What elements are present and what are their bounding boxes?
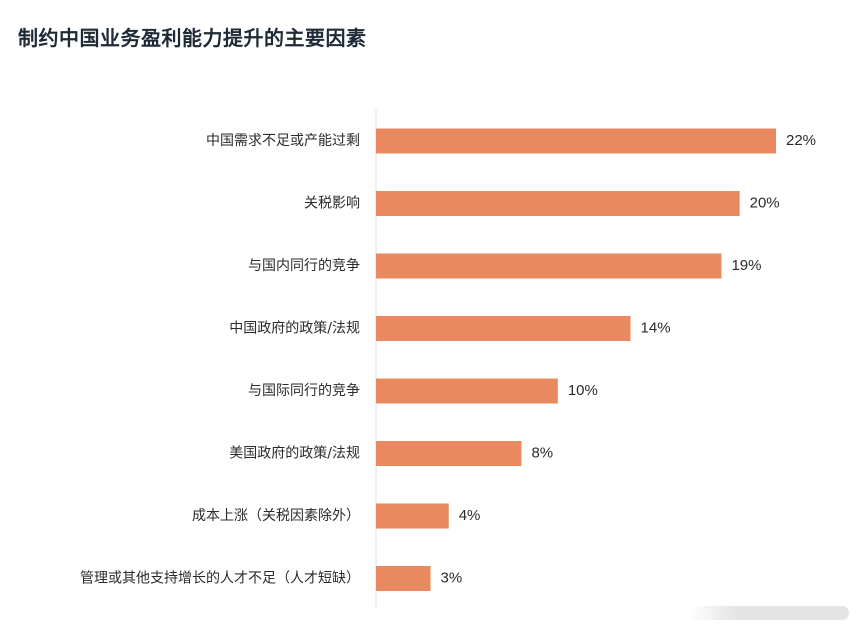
bar-4	[376, 316, 631, 341]
bar-3	[376, 253, 722, 279]
category-label-4: 中国政府的政策/法规	[229, 320, 360, 337]
bar-1	[376, 128, 776, 154]
category-labels-group: 中国需求不足或产能过剩关税影响与国内同行的竞争中国政府的政策/法规与国际同行的竞…	[80, 133, 360, 587]
value-label-5: 10%	[568, 382, 598, 399]
value-label-6: 8%	[531, 444, 553, 461]
category-label-1: 中国需求不足或产能过剩	[206, 133, 360, 149]
watermark	[689, 606, 849, 620]
category-label-8: 管理或其他支持增长的人才不足（人才短缺）	[80, 571, 360, 587]
category-label-5: 与国际同行的竞争	[248, 382, 360, 399]
category-label-6: 美国政府的政策/法规	[229, 445, 360, 462]
bar-6	[376, 441, 522, 466]
category-label-7: 成本上涨（关税因素除外）	[192, 508, 360, 524]
bar-2	[376, 191, 740, 216]
value-label-3: 19%	[731, 257, 761, 274]
bars-group	[376, 128, 776, 591]
value-label-4: 14%	[641, 319, 671, 336]
bar-8	[376, 566, 431, 591]
category-label-2: 关税影响	[304, 196, 360, 212]
value-labels-group: 22% 20% 19% 14% 10% 8% 4% 3%	[441, 132, 816, 587]
value-label-8: 3%	[441, 569, 463, 586]
value-label-7: 4%	[459, 507, 481, 524]
value-label-1: 22%	[786, 132, 816, 149]
bar-7	[376, 503, 449, 529]
category-label-3: 与国内同行的竞争	[248, 257, 360, 274]
bar-5	[376, 378, 558, 404]
chart-title: 制约中国业务盈利能力提升的主要因素	[18, 26, 367, 50]
value-label-2: 20%	[750, 194, 780, 211]
